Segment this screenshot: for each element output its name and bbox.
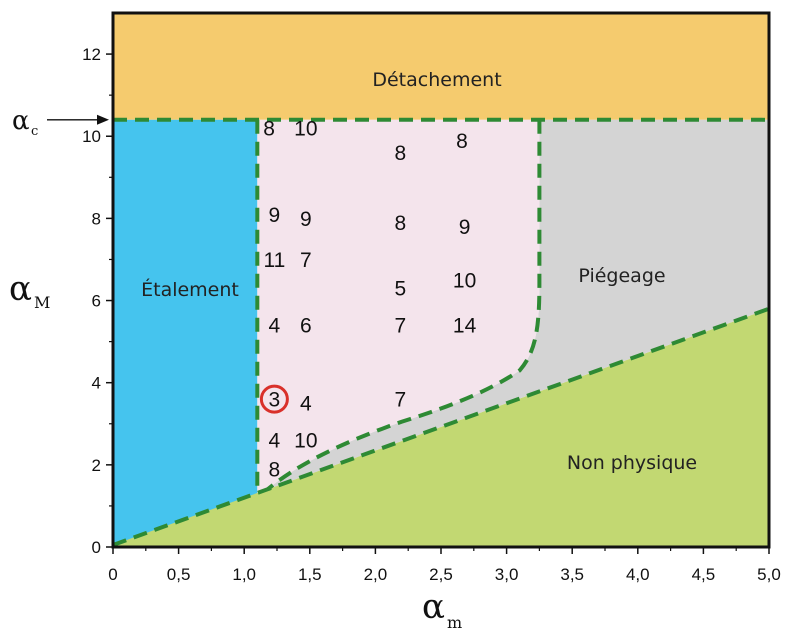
- y-tick-label: 4: [92, 374, 101, 393]
- data-point-label: 11: [263, 249, 285, 272]
- data-point-label: 6: [300, 315, 312, 338]
- data-point-label: 9: [269, 204, 281, 227]
- x-tick-label: 4,5: [692, 565, 716, 584]
- region-label-piegeage: Piégeage: [578, 265, 665, 287]
- data-point-label: 9: [459, 216, 471, 239]
- y-tick-label: 10: [82, 127, 101, 146]
- data-point-label: 9: [300, 208, 312, 231]
- data-point-label: 7: [300, 249, 312, 272]
- data-point-label: 4: [300, 393, 312, 416]
- highlight-circle: [259, 384, 289, 414]
- x-tick-label: 1,0: [232, 565, 256, 584]
- data-point-label: 7: [394, 315, 406, 338]
- region-label-etalement: Étalement: [141, 278, 239, 301]
- data-point-label: 10: [294, 118, 317, 141]
- x-tick-label: 4,0: [626, 565, 650, 584]
- x-axis-subscript: m: [447, 613, 462, 631]
- x-axis-ticks: 0 0,5 1,0 1,5 2,0 2,5 3,0 3,5 4,0 4,5 5,0: [108, 547, 781, 584]
- region-central: [257, 119, 540, 493]
- data-point-label: 10: [294, 430, 317, 453]
- y-tick-label: 12: [82, 45, 101, 64]
- boundary-piegeage: [266, 119, 542, 491]
- region-non-physique: [113, 308, 769, 547]
- data-point-label: 4: [269, 430, 281, 453]
- x-tick-label: 5,0: [757, 565, 781, 584]
- critical-subscript: c: [31, 124, 38, 139]
- boundary-non-physique: [112, 306, 770, 547]
- y-axis-subscript: M: [34, 293, 50, 312]
- x-tick-label: 3,5: [560, 565, 584, 584]
- critical-value-marker: α c: [12, 106, 109, 139]
- data-point-label: 8: [263, 118, 275, 141]
- data-point-label: 8: [269, 458, 281, 481]
- data-point-label: 5: [394, 278, 406, 301]
- y-tick-label: 8: [92, 209, 101, 228]
- x-tick-label: 0,5: [167, 565, 191, 584]
- region-etalement: [113, 119, 258, 548]
- region-label-detachement: Détachement: [372, 69, 501, 91]
- x-axis-symbol: α: [422, 587, 445, 627]
- critical-arrow-icon: [97, 114, 109, 125]
- x-tick-label: 3,0: [495, 565, 519, 584]
- data-point-label: 8: [394, 212, 406, 235]
- region-piegeage: [267, 119, 769, 490]
- phase-boundaries: [112, 117, 770, 547]
- x-tick-label: 2,0: [364, 565, 388, 584]
- data-point-label: 8: [394, 142, 406, 165]
- y-tick-label: 2: [92, 456, 101, 475]
- y-axis-symbol: α: [9, 269, 32, 309]
- x-tick-label: 1,5: [298, 565, 322, 584]
- x-tick-label: 0: [108, 565, 117, 584]
- region-label-non-physique: Non physique: [567, 452, 697, 474]
- region-detachement: [113, 13, 769, 120]
- y-axis-ticks: 0 2 4 6 8 10 12: [82, 45, 113, 557]
- y-tick-label: 6: [92, 292, 101, 311]
- critical-symbol: α: [12, 106, 30, 136]
- data-point-label: 3: [269, 389, 281, 412]
- data-point-label: 10: [453, 270, 476, 293]
- data-point-label: 14: [453, 315, 477, 338]
- data-point-label: 7: [394, 389, 406, 412]
- data-point-label: 8: [456, 130, 468, 153]
- data-point-label: 4: [269, 315, 281, 338]
- x-tick-label: 2,5: [429, 565, 453, 584]
- y-axis-label: α M: [9, 269, 50, 312]
- plot-regions: [113, 13, 769, 548]
- x-axis-label: α m: [422, 587, 462, 631]
- y-tick-label: 0: [92, 538, 101, 557]
